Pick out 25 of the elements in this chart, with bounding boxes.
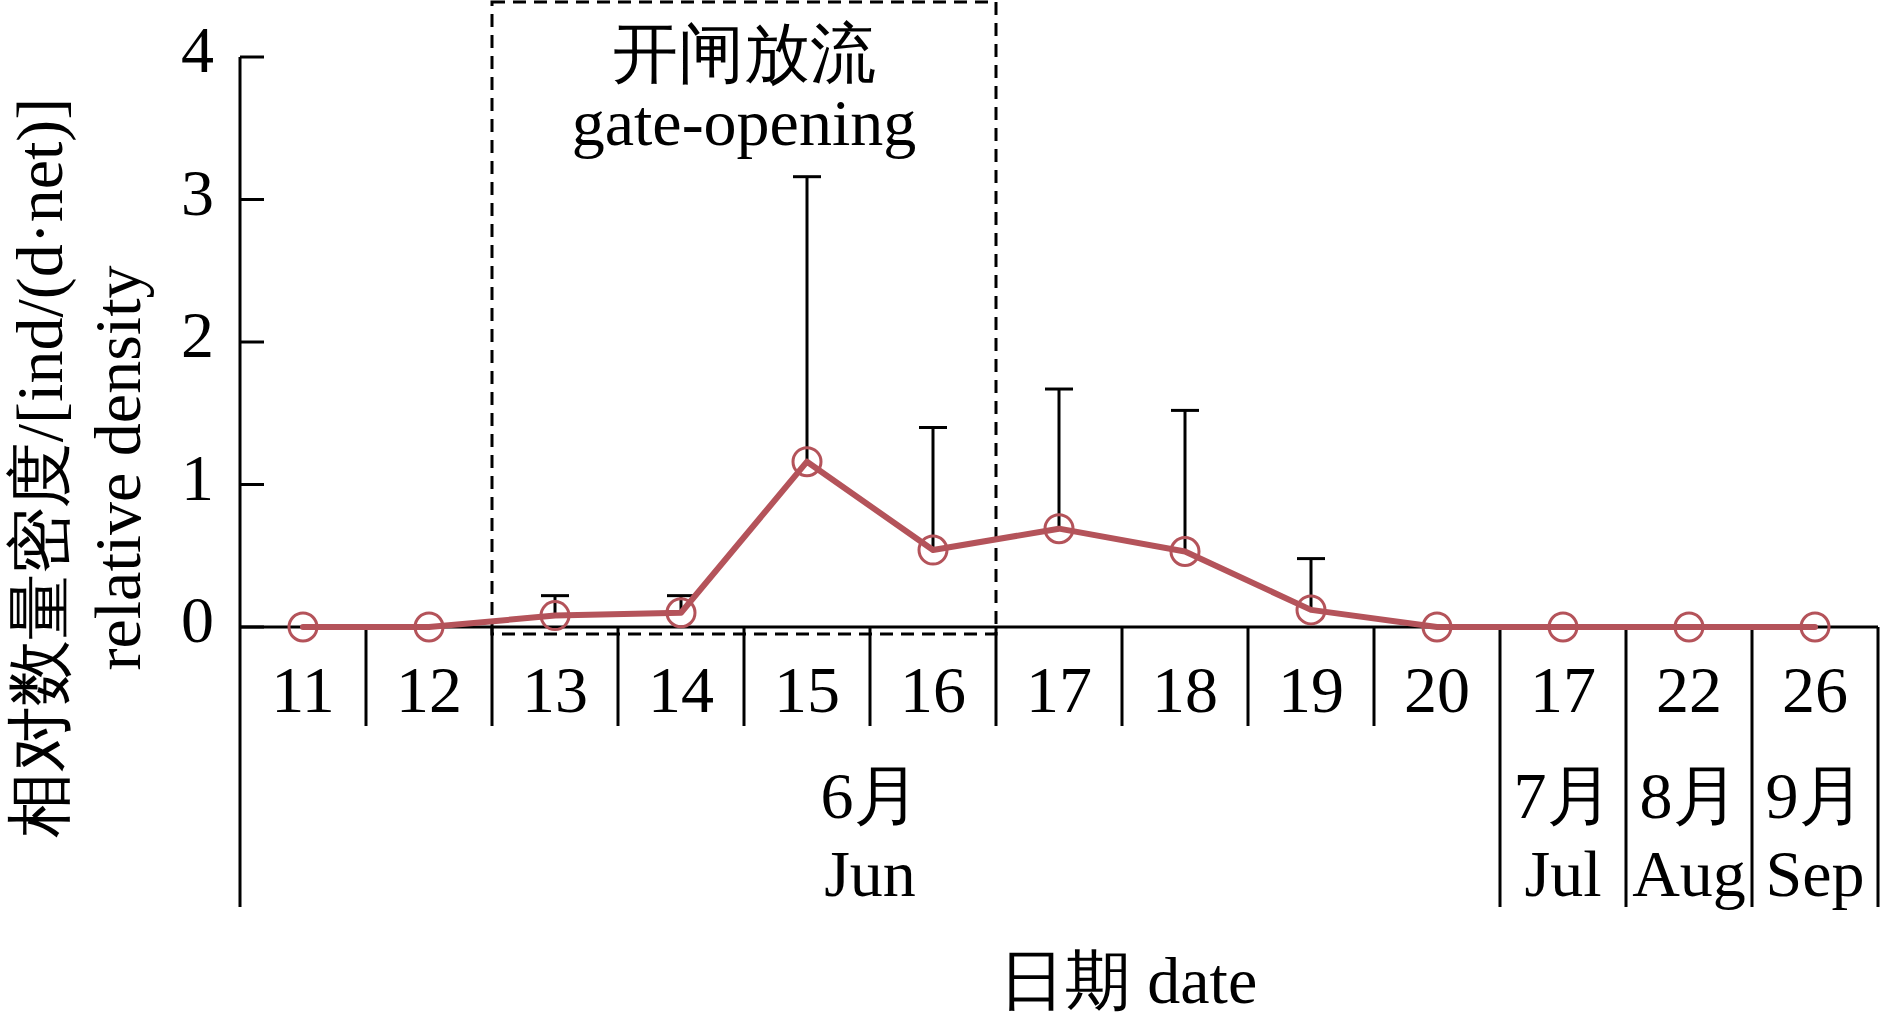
x-tick-label: 17: [1026, 653, 1092, 726]
x-tick-label: 16: [900, 653, 966, 726]
x-tick-label: 22: [1656, 653, 1722, 726]
x-tick-label: 12: [396, 653, 462, 726]
y-tick-label: 2: [181, 298, 214, 371]
x-tick-label: 19: [1278, 653, 1344, 726]
x-tick-label: 13: [522, 653, 588, 726]
x-tick-label: 18: [1152, 653, 1218, 726]
text: 7月 Jul: [1513, 759, 1613, 910]
band-label: 开闸放流 gate-opening: [571, 17, 917, 159]
y-tick-label: 1: [181, 440, 214, 514]
text: 9月 Sep: [1765, 759, 1865, 910]
text: 8月 Aug: [1632, 759, 1746, 910]
y-axis-title: 相对数量密度/[ind/(d·net)] relative density: [3, 97, 154, 839]
x-axis-title: 日期 date: [998, 944, 1258, 1016]
y-tick-label: 4: [181, 13, 214, 86]
x-tick-label: 20: [1404, 653, 1470, 726]
x-tick-label: 14: [648, 653, 714, 726]
x-tick-label: 26: [1782, 653, 1848, 726]
x-tick-label: 15: [774, 653, 840, 726]
text: 6月 Jun: [820, 759, 920, 910]
x-tick-label: 17: [1530, 653, 1596, 726]
x-tick-label: 11: [271, 653, 335, 726]
y-tick-label: 3: [181, 155, 214, 229]
y-tick-label: 0: [181, 583, 214, 656]
